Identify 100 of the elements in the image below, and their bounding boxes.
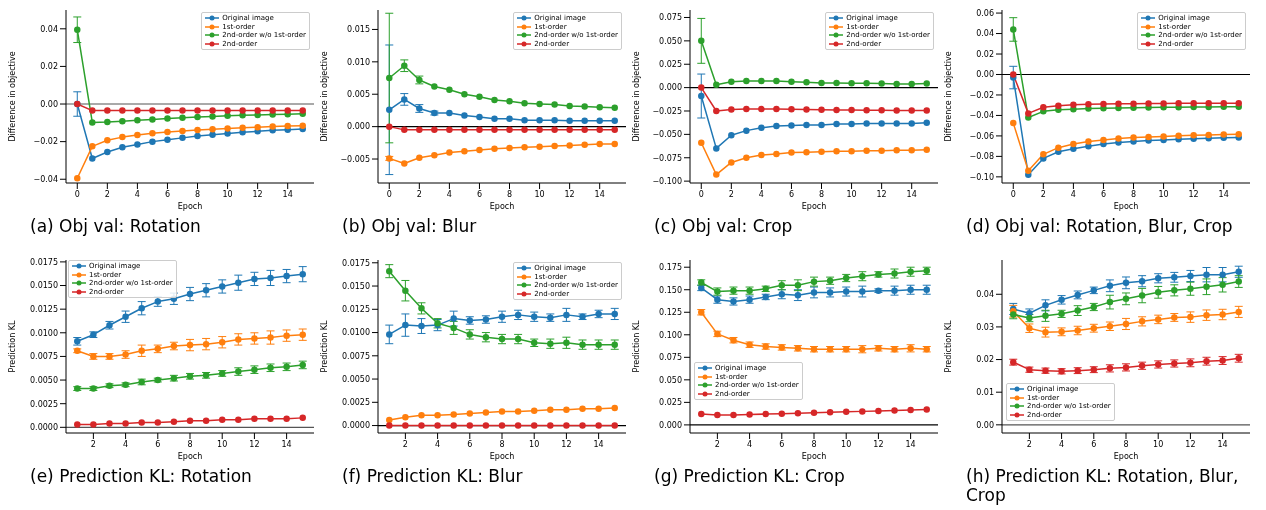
y-tick-label: −0.04 (969, 111, 994, 121)
x-tick-label: 4 (1070, 189, 1076, 199)
x-tick-label: 8 (1123, 439, 1129, 449)
x-tick-label: 10 (217, 439, 228, 449)
y-tick-label: −0.02 (33, 137, 58, 147)
x-axis-title: Epoch (177, 452, 203, 461)
x-tick-label: 12 (873, 439, 884, 449)
y-tick-label: 0.02 (40, 62, 58, 72)
y-tick-label: 0.0025 (30, 399, 58, 409)
x-tick-label: 12 (1188, 189, 1199, 199)
y-tick-label: 0.00 (976, 420, 994, 430)
x-tick-label: 10 (529, 439, 540, 449)
x-tick-label: 8 (499, 439, 505, 449)
x-tick-label: 14 (593, 439, 604, 449)
y-tick-label: 0.025 (659, 60, 682, 70)
x-tick-label: 8 (194, 189, 201, 199)
x-tick-label: 6 (164, 189, 170, 199)
x-tick-label: 14 (905, 439, 916, 449)
y-tick-label: 0.0125 (30, 305, 58, 314)
y-tick-label: 0.0000 (342, 421, 370, 431)
y-tick-label: 0.02 (976, 49, 994, 59)
x-tick-label: 2 (1040, 189, 1046, 199)
y-tick-label: 0.100 (659, 330, 682, 340)
y-tick-label: 0.0050 (342, 374, 370, 384)
y-tick-label: 0.00 (976, 70, 994, 80)
y-tick-label: 0.010 (347, 57, 370, 67)
y-axis-title: Prediction KL (319, 319, 329, 373)
x-tick-label: 10 (841, 439, 852, 449)
x-tick-label: 12 (564, 189, 575, 199)
text: (h) Prediction KL: Rotation, Blur, Crop (965, 466, 1240, 505)
x-tick-label: 10 (1158, 189, 1169, 199)
x-tick-label: 6 (779, 439, 785, 449)
y-tick-label: 0.050 (659, 36, 682, 46)
y-tick-label: −0.050 (652, 130, 682, 140)
y-axis-title: Difference in objective (7, 51, 17, 142)
y-tick-label: 0.075 (659, 353, 682, 363)
x-tick-label: 6 (467, 439, 473, 449)
y-tick-label: −0.005 (340, 154, 370, 164)
text: (b) Obj val: Blur (341, 216, 478, 236)
x-tick-label: 4 (758, 189, 764, 199)
x-tick-label: 2 (90, 439, 96, 449)
y-tick-label: −0.02 (969, 90, 994, 100)
y-axis-title: Difference in objective (319, 51, 329, 142)
x-tick-label: 14 (906, 189, 917, 199)
x-tick-label: 4 (747, 439, 753, 449)
x-tick-label: 10 (1153, 439, 1164, 449)
x-tick-label: 6 (1091, 439, 1097, 449)
x-axis-title: Epoch (801, 202, 827, 211)
text: (a) Obj val: Rotation (29, 216, 202, 236)
y-tick-label: 0.04 (976, 290, 994, 300)
x-tick-label: 0 (1010, 189, 1016, 199)
y-tick-label: 0.0175 (30, 257, 58, 267)
x-tick-label: 6 (155, 439, 161, 449)
x-tick-label: 0 (74, 189, 80, 199)
y-tick-label: 0.125 (659, 308, 682, 318)
x-axis-title: Epoch (1113, 452, 1139, 461)
x-axis-title: Epoch (489, 452, 515, 461)
text: (g) Prediction KL: Crop (653, 466, 846, 486)
x-axis-title: Epoch (177, 202, 203, 211)
x-tick-label: 2 (402, 439, 408, 449)
y-tick-label: 0.0100 (342, 328, 370, 338)
y-tick-label: −0.04 (33, 175, 58, 185)
y-tick-label: −0.075 (652, 153, 682, 163)
x-tick-label: 14 (282, 189, 293, 199)
y-tick-label: 0.000 (659, 83, 682, 93)
x-tick-label: 14 (594, 189, 605, 199)
y-tick-label: 0.04 (976, 29, 994, 39)
y-tick-label: −0.10 (969, 172, 994, 182)
y-tick-label: 0.175 (659, 263, 682, 273)
y-axis-title: Difference in objective (943, 51, 953, 142)
y-tick-label: −0.100 (652, 176, 682, 186)
y-tick-label: 0.0175 (342, 258, 370, 268)
text: (c) Obj val: Crop (653, 216, 794, 236)
x-tick-label: 12 (876, 189, 887, 199)
y-tick-label: −0.06 (969, 131, 994, 141)
x-tick-label: 6 (1100, 189, 1106, 199)
x-tick-label: 2 (416, 189, 422, 199)
y-tick-label: 0.005 (347, 90, 370, 100)
x-tick-label: 8 (818, 189, 825, 199)
x-tick-label: 8 (811, 439, 817, 449)
y-tick-label: −0.025 (652, 106, 682, 116)
text: (d) Obj val: Rotation, Blur, Crop (965, 216, 1234, 236)
x-tick-label: 14 (281, 439, 292, 449)
x-tick-label: 0 (698, 189, 704, 199)
x-tick-label: 8 (506, 189, 513, 199)
x-tick-label: 14 (1218, 189, 1229, 199)
y-tick-label: 0.0075 (342, 351, 370, 361)
y-tick-label: 0.0000 (30, 423, 58, 433)
x-tick-label: 10 (534, 189, 545, 199)
y-tick-label: 0.050 (659, 375, 682, 385)
y-tick-label: 0.075 (659, 13, 682, 23)
x-tick-label: 4 (1059, 439, 1065, 449)
text: (f) Prediction KL: Blur (341, 466, 524, 486)
y-tick-label: 0.0100 (30, 328, 58, 338)
text: (e) Prediction KL: Rotation (29, 466, 253, 486)
x-tick-label: 4 (123, 439, 129, 449)
x-tick-label: 4 (435, 439, 441, 449)
y-axis-title: Prediction KL (631, 319, 641, 373)
x-axis-title: Epoch (1113, 202, 1139, 211)
x-tick-label: 10 (222, 189, 233, 199)
